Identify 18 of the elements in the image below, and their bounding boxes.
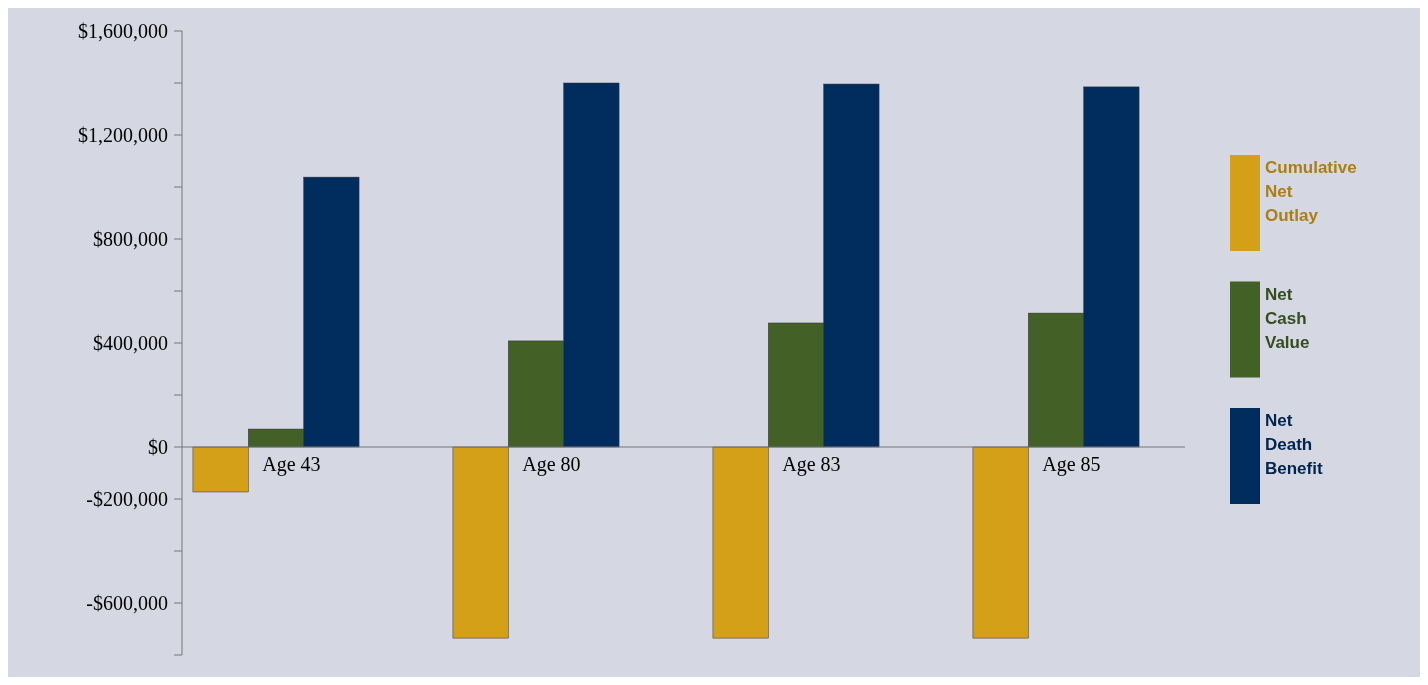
text: Net Cash Value — [1265, 284, 1310, 352]
y-tick-label: $1,600,000 — [78, 20, 168, 42]
y-tick-label: $800,000 — [93, 228, 168, 250]
x-tick-label: Age 83 — [782, 453, 841, 476]
text: Cumulative Net Outlay — [1265, 158, 1357, 225]
x-tick-label: Age 80 — [522, 453, 581, 476]
bar — [452, 446, 509, 639]
bar — [972, 446, 1029, 639]
y-tick-label: $0 — [148, 436, 168, 458]
text: Net Death Benefit — [1265, 411, 1323, 478]
y-tick-label: -$200,000 — [86, 488, 168, 510]
y-tick-label: $400,000 — [93, 332, 168, 354]
y-tick-label: -$600,000 — [86, 592, 168, 614]
x-tick-label: Age 43 — [262, 453, 321, 476]
x-tick-label: Age 85 — [1042, 453, 1101, 476]
y-tick-label: $1,200,000 — [78, 124, 168, 146]
bar — [192, 446, 249, 493]
bar — [712, 446, 769, 639]
